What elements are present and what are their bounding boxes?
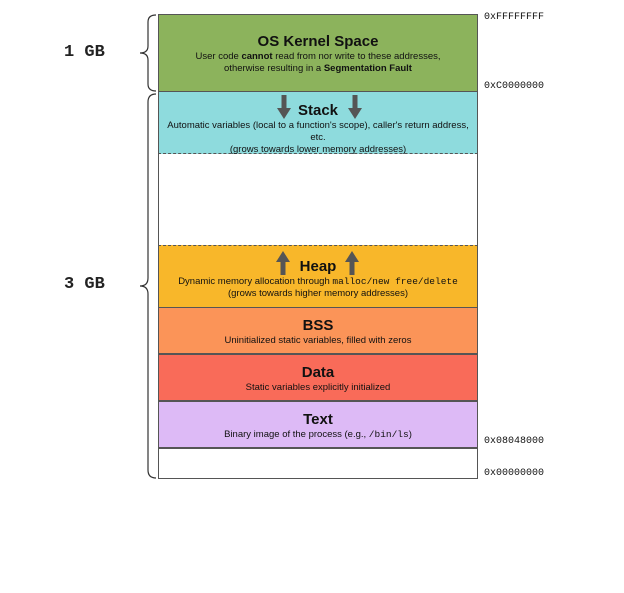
text-segment: Text Binary image of the process (e.g., … [158, 401, 478, 448]
text-desc-code: /bin/ls [368, 429, 409, 440]
bss-description: Uninitialized static variables, filled w… [224, 335, 412, 346]
heap-desc-pre: Dynamic memory allocation through [178, 276, 333, 287]
heap-grow-up-arrow-right-icon [345, 251, 359, 275]
kernel-desc2-pre: otherwise resulting in a [224, 63, 324, 74]
bss-segment: BSS Uninitialized static variables, fill… [158, 307, 478, 354]
stack-description-line2: (grows towards lower memory addresses) [229, 144, 407, 155]
text-desc-pre: Binary image of the process (e.g., [224, 429, 369, 440]
address-text-start: 0x08048000 [484, 436, 545, 447]
address-top: 0xFFFFFFFF [484, 12, 545, 23]
stack-segment: Stack Automatic variables (local to a fu… [158, 92, 478, 155]
data-title: Data [301, 364, 335, 381]
kernel-size-label: 1 GB [64, 43, 105, 62]
bss-title: BSS [302, 317, 334, 334]
heap-desc-code: malloc/new free/delete [332, 276, 458, 287]
heap-description-line1: Dynamic memory allocation through malloc… [159, 276, 477, 288]
heap-description-line2: (grows towards higher memory addresses) [227, 288, 409, 299]
stack-grow-down-arrow-left-icon [277, 95, 291, 119]
text-desc-post: ) [408, 429, 412, 440]
stack-description-line1: Automatic variables (local to a function… [167, 120, 469, 143]
heap-segment: Heap Dynamic memory allocation through m… [158, 245, 478, 307]
text-description: Binary image of the process (e.g., /bin/… [159, 429, 477, 441]
stack-grow-down-arrow-right-icon [348, 95, 362, 119]
size-braces [139, 14, 157, 479]
kernel-brace [139, 14, 157, 92]
data-description: Static variables explicitly initialized [245, 382, 391, 393]
unmapped-gap [158, 154, 478, 245]
user-space-size-label: 3 GB [64, 275, 105, 294]
kernel-space-description-line1: User code cannot read from nor write to … [159, 51, 477, 63]
kernel-space-title: OS Kernel Space [257, 33, 379, 50]
address-kernel-start: 0xC0000000 [484, 81, 545, 92]
reserved-low-segment [158, 448, 478, 479]
kernel-desc2-bold: Segmentation Fault [323, 63, 412, 74]
stack-title: Stack [297, 102, 339, 119]
data-segment: Data Static variables explicitly initial… [158, 354, 478, 401]
kernel-desc-pre: User code [195, 51, 242, 62]
kernel-desc-post: read from nor write to these addresses, [272, 51, 441, 62]
kernel-space-description-line2: otherwise resulting in a Segmentation Fa… [159, 63, 477, 75]
text-title: Text [303, 411, 333, 428]
heap-title: Heap [299, 258, 337, 275]
kernel-space-segment: OS Kernel Space User code cannot read fr… [158, 14, 478, 92]
address-bottom: 0x00000000 [484, 468, 545, 479]
heap-grow-up-arrow-left-icon [276, 251, 290, 275]
kernel-desc-bold: cannot [241, 51, 273, 62]
user-space-brace [139, 93, 157, 479]
